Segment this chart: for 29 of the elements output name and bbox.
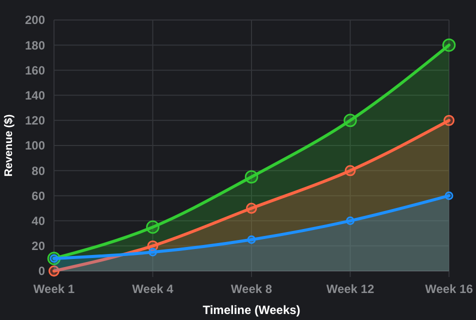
point bbox=[246, 202, 257, 214]
point bbox=[444, 114, 454, 126]
y-tick-label: 120 bbox=[24, 114, 46, 128]
y-tick-label: 160 bbox=[24, 63, 46, 78]
y-tick-label: 140 bbox=[24, 88, 46, 102]
y-tick-label: 60 bbox=[32, 188, 46, 203]
point bbox=[444, 191, 454, 200]
point bbox=[344, 114, 357, 128]
x-tick-label: Week 1 bbox=[33, 282, 75, 296]
y-tick-label: 100 bbox=[24, 138, 46, 153]
y-tick-label: 0 bbox=[38, 264, 46, 278]
point bbox=[344, 165, 356, 176]
y-tick-label: 20 bbox=[32, 239, 46, 254]
y-axis-title: Revenue ($) bbox=[3, 114, 15, 177]
point bbox=[244, 170, 258, 184]
point bbox=[346, 216, 354, 226]
y-tick-label: 80 bbox=[32, 164, 46, 178]
x-tick-label: Week 16 bbox=[425, 282, 474, 296]
x-axis-title: Timeline (Weeks) bbox=[202, 303, 300, 317]
y-tick-label: 180 bbox=[24, 38, 46, 52]
x-tick-label: Week 12 bbox=[326, 282, 374, 296]
x-tick-label: Week 8 bbox=[230, 282, 272, 296]
point bbox=[247, 235, 256, 244]
x-tick-label: Week 4 bbox=[132, 282, 174, 296]
point bbox=[148, 248, 157, 256]
y-tick-label: 40 bbox=[32, 214, 46, 228]
point bbox=[442, 38, 456, 52]
y-tick-label: 200 bbox=[24, 13, 46, 28]
point bbox=[146, 220, 160, 234]
